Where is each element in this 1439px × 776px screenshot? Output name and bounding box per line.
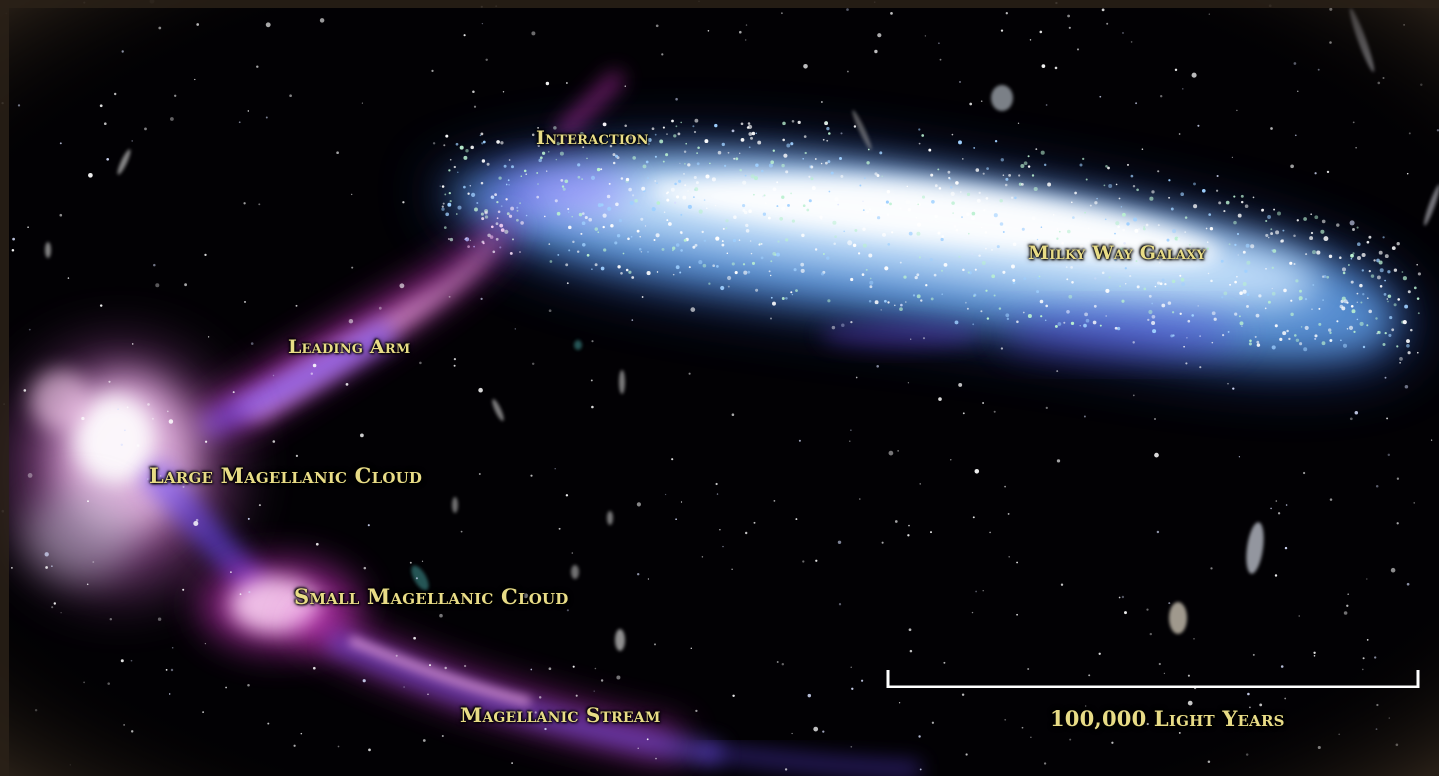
leading-arm-label: Leading Arm bbox=[288, 336, 411, 358]
magellanic-stream-label: Magellanic Stream bbox=[460, 703, 661, 727]
lmc-label: Large Magellanic Cloud bbox=[149, 463, 423, 488]
scale-bar bbox=[886, 670, 1420, 688]
scale-bar-label: 100,000 Light Years bbox=[1050, 706, 1285, 731]
smc-label: Small Magellanic Cloud bbox=[294, 584, 569, 609]
milky-way-label: Milky Way Galaxy bbox=[1028, 242, 1206, 264]
interaction-label: Interaction bbox=[536, 127, 649, 149]
